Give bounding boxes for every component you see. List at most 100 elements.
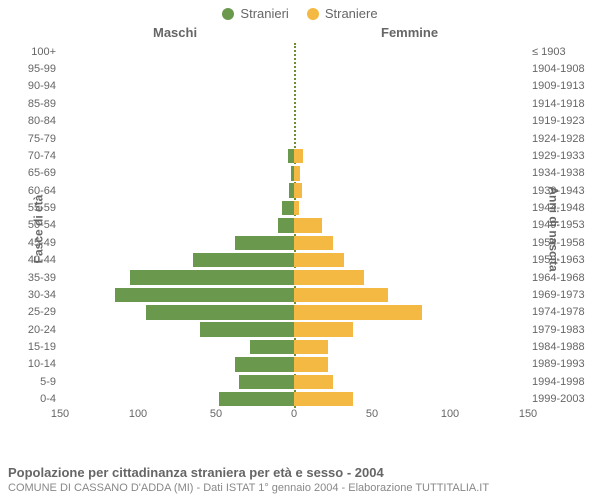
age-label: 5-9 [10,376,56,388]
bar-female [294,392,353,407]
header-male: Maschi [153,25,197,40]
age-label: 70-74 [10,150,56,162]
birth-label: 1949-1953 [532,219,596,231]
row-100+: 100+≤ 1903 [60,43,528,60]
age-label: 10-14 [10,358,56,370]
age-label: 50-54 [10,219,56,231]
bar-female [294,357,328,372]
birth-label: 1914-1918 [532,98,596,110]
birth-label: 1944-1948 [532,202,596,214]
legend-item-female: Straniere [307,6,378,21]
birth-label: 1959-1963 [532,254,596,266]
age-label: 15-19 [10,341,56,353]
age-label: 90-94 [10,80,56,92]
bar-male [250,340,294,355]
bar-male [278,218,294,233]
row-70-74: 70-741929-1933 [60,147,528,164]
caption-subtitle: COMUNE DI CASSANO D'ADDA (MI) - Dati IST… [8,482,489,494]
birth-label: 1904-1908 [532,63,596,75]
row-25-29: 25-291974-1978 [60,304,528,321]
bar-male [146,305,294,320]
legend: Stranieri Straniere [0,0,600,21]
bar-female [294,236,333,251]
legend-swatch-female [307,8,319,20]
bar-female [294,183,302,198]
row-80-84: 80-841919-1923 [60,113,528,130]
birth-label: 1999-2003 [532,393,596,405]
age-label: 60-64 [10,185,56,197]
age-label: 80-84 [10,115,56,127]
xtick: 0 [291,408,297,420]
age-label: 75-79 [10,133,56,145]
birth-label: 1939-1943 [532,185,596,197]
bar-female [294,166,300,181]
row-65-69: 65-691934-1938 [60,165,528,182]
bar-male [235,357,294,372]
bar-female [294,149,303,164]
birth-label: 1919-1923 [532,115,596,127]
row-50-54: 50-541949-1953 [60,217,528,234]
bar-female [294,322,353,337]
row-95-99: 95-991904-1908 [60,60,528,77]
age-label: 100+ [10,46,56,58]
header-female: Femmine [381,25,438,40]
bar-male [193,253,294,268]
row-10-14: 10-141989-1993 [60,356,528,373]
row-20-24: 20-241979-1983 [60,321,528,338]
birth-label: 1964-1968 [532,272,596,284]
birth-label: 1934-1938 [532,167,596,179]
bar-female [294,305,422,320]
birth-label: 1969-1973 [532,289,596,301]
bar-female [294,375,333,390]
bar-female [294,201,299,216]
row-40-44: 40-441959-1963 [60,252,528,269]
bar-male [219,392,294,407]
age-label: 95-99 [10,63,56,75]
bar-male [115,288,294,303]
row-30-34: 30-341969-1973 [60,286,528,303]
caption-title: Popolazione per cittadinanza straniera p… [8,465,489,480]
birth-label: 1994-1998 [532,376,596,388]
age-label: 35-39 [10,272,56,284]
row-5-9: 5-91994-1998 [60,373,528,390]
plot-area: Maschi Femmine Fasce di età Anni di nasc… [0,21,600,436]
bar-male [200,322,294,337]
bar-female [294,270,364,285]
rows: 100+≤ 190395-991904-190890-941909-191385… [60,43,528,408]
legend-label-male: Stranieri [240,6,288,21]
xtick: 50 [366,408,378,420]
bar-male [239,375,294,390]
birth-label: 1954-1958 [532,237,596,249]
row-85-89: 85-891914-1918 [60,95,528,112]
age-label: 20-24 [10,324,56,336]
age-label: 55-59 [10,202,56,214]
birth-label: 1984-1988 [532,341,596,353]
bar-male [130,270,294,285]
birth-label: 1924-1928 [532,133,596,145]
xtick: 150 [51,408,69,420]
birth-label: 1974-1978 [532,306,596,318]
legend-label-female: Straniere [325,6,378,21]
row-15-19: 15-191984-1988 [60,338,528,355]
row-55-59: 55-591944-1948 [60,199,528,216]
birth-label: 1909-1913 [532,80,596,92]
age-label: 45-49 [10,237,56,249]
bar-female [294,253,344,268]
bar-male [235,236,294,251]
age-label: 0-4 [10,393,56,405]
x-axis: 15010050050100150 [60,408,528,424]
birth-label: ≤ 1903 [532,46,596,58]
bar-male [282,201,294,216]
legend-item-male: Stranieri [222,6,288,21]
row-0-4: 0-41999-2003 [60,391,528,408]
row-60-64: 60-641939-1943 [60,182,528,199]
bar-female [294,288,388,303]
xtick: 150 [519,408,537,420]
chart-container: Stranieri Straniere Maschi Femmine Fasce… [0,0,600,500]
age-label: 85-89 [10,98,56,110]
row-35-39: 35-391964-1968 [60,269,528,286]
xtick: 50 [210,408,222,420]
row-45-49: 45-491954-1958 [60,234,528,251]
bar-female [294,218,322,233]
birth-label: 1989-1993 [532,358,596,370]
